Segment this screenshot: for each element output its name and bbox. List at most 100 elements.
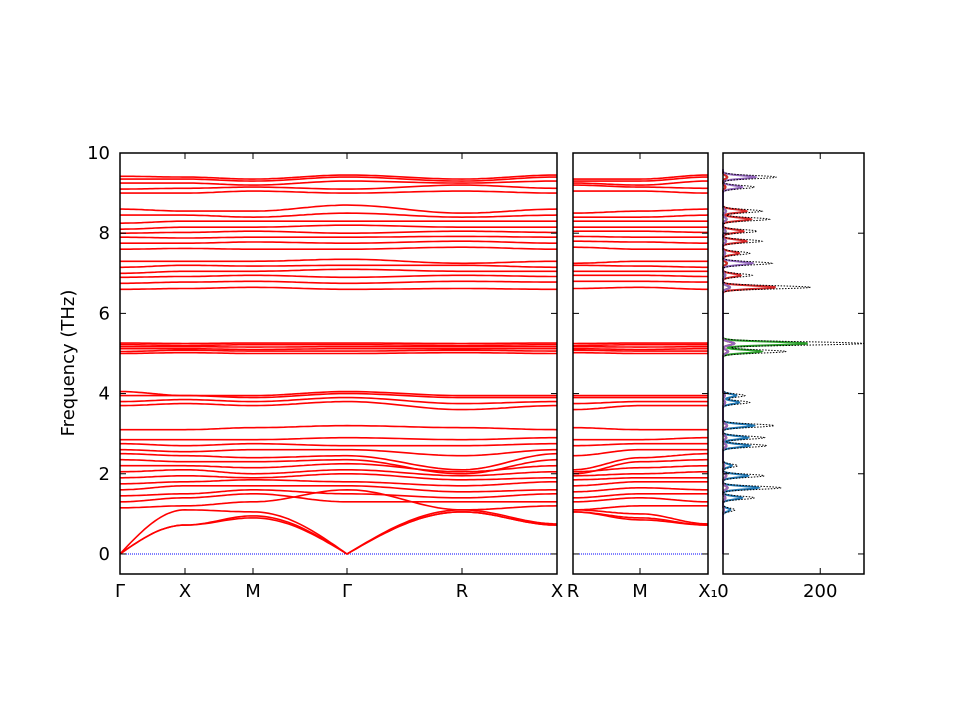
band-line [120, 343, 557, 347]
band-line [120, 240, 557, 244]
band-line [120, 204, 558, 214]
band-line [120, 274, 557, 279]
band-line [573, 497, 708, 503]
dos-panel-frame [722, 152, 865, 575]
band-line [120, 488, 558, 511]
band-line [120, 452, 558, 471]
band-line [120, 286, 557, 291]
kpoint-label: X [179, 581, 191, 602]
kpoint-label: Γ [342, 581, 352, 602]
band-line [119, 469, 557, 477]
chart-marks [119, 169, 865, 555]
kpoint-label: X₁ [698, 581, 718, 602]
y-axis-label: Frequency (THz) [58, 290, 79, 437]
band-line [120, 493, 557, 503]
band-line [120, 280, 557, 285]
band-line [120, 176, 557, 182]
band-line [120, 462, 558, 473]
band-line [573, 240, 708, 244]
kpoint-label: M [245, 581, 261, 602]
band-line [573, 280, 708, 283]
band-line [120, 473, 557, 481]
band-line [573, 180, 708, 186]
kpoint-label: R [567, 581, 580, 602]
y-tick-label: 10 [87, 143, 110, 164]
band-line [572, 452, 708, 471]
band-line [120, 349, 557, 353]
y-tick-label: 0 [99, 544, 110, 565]
band-line [573, 511, 708, 526]
chart-frames [119, 152, 865, 575]
band-line [120, 180, 557, 186]
band-panel-frame [119, 152, 558, 575]
dos-x-tick-label: 200 [803, 581, 837, 602]
band-line [573, 404, 708, 411]
dos-x-tick-label: 0 [717, 581, 728, 602]
dos-total-line [722, 169, 865, 554]
band-line [573, 436, 708, 441]
y-tick-label: 8 [99, 223, 110, 244]
band-line [573, 487, 708, 493]
band-line [573, 230, 708, 234]
band-line [120, 268, 557, 275]
band-line [573, 471, 708, 477]
band-line [120, 442, 557, 447]
band-line [573, 184, 708, 190]
band-line [120, 458, 558, 475]
band-line [120, 396, 557, 405]
band-line [573, 343, 708, 347]
kpoint-label: X [551, 581, 563, 602]
band-line [120, 436, 557, 441]
band-line [120, 390, 557, 397]
band-line [120, 347, 557, 351]
band-line [573, 208, 708, 214]
band-line [120, 190, 557, 194]
band-line [120, 235, 557, 239]
band-line [573, 351, 708, 355]
band-line [120, 400, 557, 411]
y-tick-label: 2 [99, 464, 110, 485]
band-line [573, 505, 708, 511]
band-line [120, 448, 557, 457]
band-line [120, 424, 558, 431]
band-line [120, 224, 557, 230]
kpoint-label: R [456, 581, 469, 602]
band-line [120, 246, 557, 250]
band-line [573, 400, 708, 405]
kpoint-label: M [632, 581, 648, 602]
y-tick-label: 6 [99, 303, 110, 324]
band-line [573, 442, 708, 447]
band-line [120, 489, 557, 499]
band-line [573, 448, 708, 457]
kpoint-label: Γ [115, 581, 125, 602]
band-line [573, 190, 708, 194]
band-line [119, 511, 558, 555]
band-line [120, 184, 557, 190]
band-line [120, 264, 557, 269]
band-line [120, 230, 557, 234]
band-line [573, 176, 708, 182]
band-line [572, 509, 709, 525]
band-line [119, 508, 558, 555]
band-line [573, 235, 708, 238]
band-line [573, 286, 708, 291]
band-line [120, 258, 557, 265]
band-line [573, 264, 708, 269]
band-line [120, 174, 557, 180]
band-line [573, 349, 708, 352]
band-line [120, 220, 557, 224]
band-line [573, 260, 708, 265]
y-tick-label: 4 [99, 384, 110, 405]
band-line [573, 347, 708, 351]
band-line [573, 481, 708, 487]
band-line [573, 246, 708, 250]
band-line [573, 214, 709, 218]
band-line [120, 351, 557, 355]
band-line [572, 458, 708, 475]
band-line [573, 174, 708, 180]
band-line [573, 477, 708, 481]
band-line [573, 274, 708, 278]
band-line [573, 493, 708, 499]
